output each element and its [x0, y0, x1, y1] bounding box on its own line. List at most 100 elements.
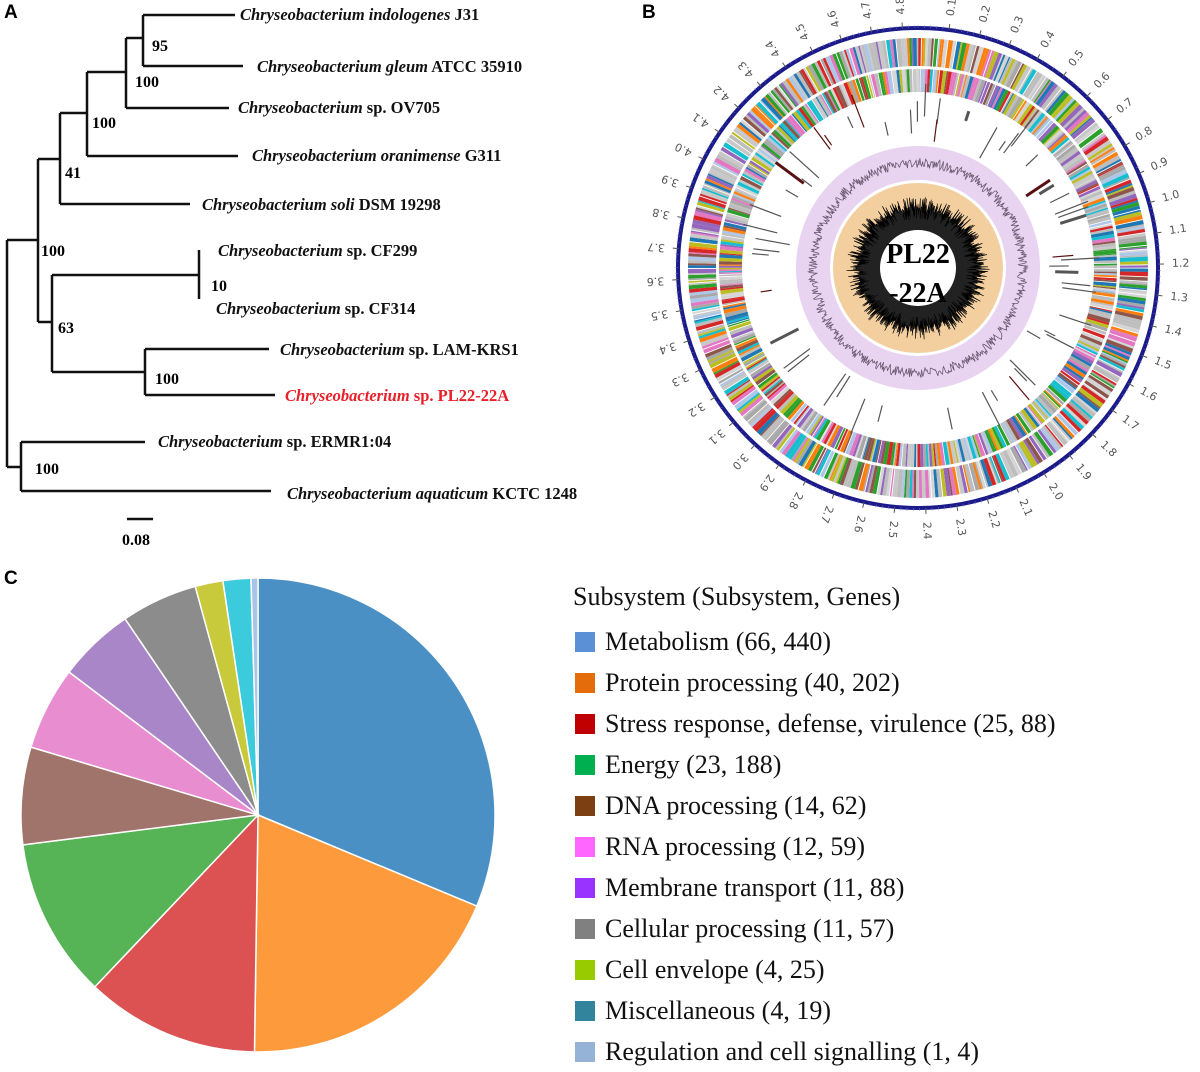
feature-mark [786, 190, 798, 197]
legend-item: Metabolism (66, 440) [573, 621, 1056, 662]
feature-mark [1026, 155, 1038, 166]
position-tick-label: 3.0 [730, 451, 751, 473]
cds-feature [719, 266, 742, 268]
legend-item: Miscellaneous (4, 19) [573, 990, 1056, 1031]
legend-swatch [575, 1001, 595, 1021]
position-tick-label: 3.3 [670, 370, 691, 389]
legend-label: Membrane transport (11, 88) [605, 873, 904, 903]
major-tick [894, 507, 895, 513]
feature-mark [1055, 272, 1078, 273]
legend-title: Subsystem (Subsystem, Genes) [573, 580, 1056, 621]
feature-mark [1004, 133, 1019, 153]
feature-mark [910, 110, 911, 134]
feature-mark [1060, 215, 1086, 223]
feature-mark [750, 205, 781, 217]
legend-swatch [575, 755, 595, 775]
feature-mark [752, 254, 769, 255]
legend-label: Cell envelope (4, 25) [605, 955, 825, 985]
feature-mark [934, 119, 937, 141]
legend-label: Miscellaneous (4, 19) [605, 996, 831, 1026]
legend-swatch [575, 837, 595, 857]
legend-item: Regulation and cell signalling (1, 4) [573, 1031, 1056, 1072]
position-tick-label: 4.4 [763, 38, 783, 60]
feature-mark [790, 152, 819, 178]
cds-feature [688, 269, 716, 273]
position-tick-label: 1.0 [1161, 187, 1181, 204]
feature-mark [878, 405, 882, 421]
position-tick-label: 2.6 [851, 514, 868, 534]
cds-feature [1094, 264, 1117, 266]
position-tick-label: 0.1 [944, 0, 959, 17]
genome-center-label: -22A [889, 278, 947, 309]
cds-feature [1120, 271, 1148, 276]
pie-legend: Subsystem (Subsystem, Genes) Metabolism … [573, 580, 1056, 1072]
legend-swatch [575, 796, 595, 816]
cds-feature [1120, 276, 1148, 281]
position-tick-label: 2.3 [953, 518, 969, 537]
legend-item: Protein processing (40, 202) [573, 662, 1056, 703]
position-tick-label: 2.7 [818, 504, 836, 525]
position-tick-label: 1.9 [1073, 461, 1094, 483]
legend-item: RNA processing (12, 59) [573, 826, 1056, 867]
legend-swatch [575, 1042, 595, 1062]
feature-mark [1046, 334, 1073, 348]
feature-mark [980, 127, 997, 158]
legend-item: Stress response, defense, virulence (25,… [573, 703, 1056, 744]
feature-mark [824, 374, 846, 406]
cds-feature [719, 274, 742, 276]
feature-mark [1027, 331, 1040, 339]
cds-feature [688, 265, 716, 268]
feature-mark [1050, 193, 1069, 202]
legend-label: RNA processing (12, 59) [605, 832, 865, 862]
legend-swatch [575, 878, 595, 898]
genome-center-label: PL22 [886, 239, 950, 270]
position-tick-label: 2.4 [920, 522, 934, 540]
legend-item: Membrane transport (11, 88) [573, 867, 1056, 908]
position-tick-label: 1.4 [1163, 322, 1183, 339]
position-tick-label: 2.0 [1046, 481, 1066, 503]
cds-feature [919, 470, 922, 498]
cds-feature [917, 38, 919, 66]
legend-label: Energy (23, 188) [605, 750, 781, 780]
position-tick-label: 4.6 [825, 9, 843, 30]
cds-feature [719, 268, 742, 270]
cds-feature [916, 444, 917, 467]
position-tick-label: 4.7 [859, 0, 875, 20]
position-tick-label: 3.2 [686, 399, 708, 419]
feature-mark [948, 408, 953, 430]
feature-mark [1052, 255, 1073, 257]
position-tick-label: 0.8 [1133, 124, 1155, 144]
position-tick-label: 3.4 [657, 339, 678, 357]
position-tick-label: 1.6 [1138, 384, 1160, 404]
cds-feature [1120, 268, 1148, 271]
position-tick-label: 4.2 [711, 83, 733, 104]
legend-swatch [575, 632, 595, 652]
position-tick-label: 1.8 [1098, 438, 1120, 459]
position-tick-label: 4.8 [893, 0, 907, 15]
position-tick-label: 1.7 [1119, 412, 1141, 433]
legend-swatch [575, 714, 595, 734]
position-tick-label: 3.7 [647, 240, 665, 254]
position-tick-label: 4.3 [735, 59, 756, 81]
position-tick-label: 1.5 [1152, 354, 1173, 372]
feature-mark [991, 390, 997, 400]
position-tick-label: 4.5 [793, 21, 812, 42]
feature-mark [1062, 283, 1091, 286]
legend-item: Cell envelope (4, 25) [573, 949, 1056, 990]
position-tick-label: 2.8 [786, 490, 806, 512]
cds-feature [916, 69, 919, 92]
position-tick-label: 2.1 [1016, 497, 1035, 518]
legend-swatch [575, 919, 595, 939]
position-tick-label: 3.5 [650, 307, 670, 323]
position-tick-label: 1.2 [1172, 257, 1190, 270]
cds-feature [913, 38, 917, 66]
feature-mark [743, 224, 777, 232]
feature-mark [999, 141, 1005, 150]
pie-chart [0, 0, 560, 1068]
legend-item: DNA processing (14, 62) [573, 785, 1056, 826]
feature-mark [851, 399, 865, 434]
position-tick-label: 4.0 [673, 140, 694, 160]
cds-feature [917, 444, 920, 467]
legend-label: Protein processing (40, 202) [605, 668, 900, 698]
position-tick-label: 0.2 [976, 4, 993, 24]
